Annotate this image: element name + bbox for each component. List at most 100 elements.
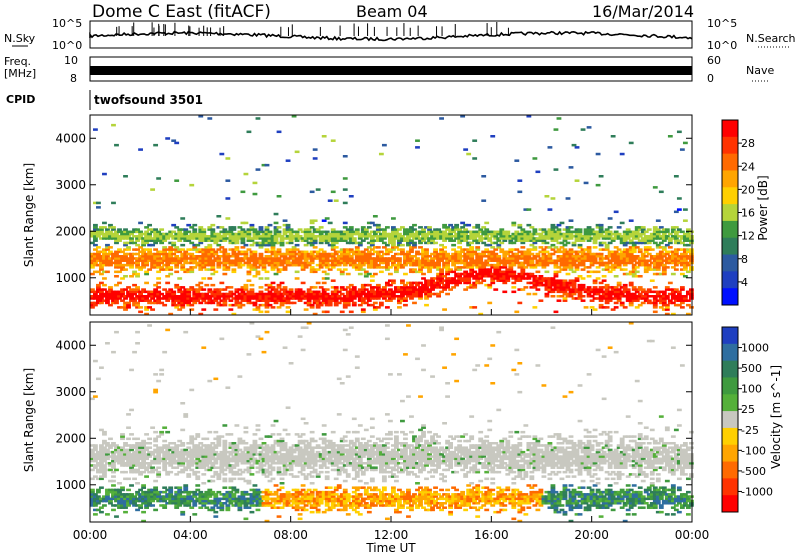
data-cell	[123, 243, 128, 247]
data-cell	[424, 281, 429, 285]
data-cell	[384, 261, 390, 265]
data-cell	[448, 230, 454, 234]
data-cell	[375, 259, 381, 262]
data-cell	[577, 246, 583, 249]
data-cell	[541, 266, 547, 269]
data-cell	[421, 228, 426, 231]
data-cell	[270, 246, 276, 249]
data-cell	[204, 248, 210, 251]
data-cell	[102, 457, 107, 461]
data-cell	[427, 232, 432, 236]
data-cell	[592, 270, 598, 274]
data-cell	[387, 299, 393, 302]
data-cell	[375, 235, 381, 238]
data-cell	[297, 257, 303, 260]
data-cell	[135, 330, 140, 334]
data-cell	[409, 235, 414, 238]
data-cell	[243, 297, 249, 300]
data-cell	[517, 261, 523, 265]
data-cell	[114, 232, 119, 236]
data-cell	[445, 266, 450, 269]
data-cell	[448, 279, 454, 282]
data-cell	[652, 263, 658, 267]
data-cell	[682, 237, 688, 240]
data-cell	[454, 281, 460, 285]
data-cell	[192, 513, 198, 516]
data-cell	[132, 495, 137, 498]
data-cell	[330, 232, 336, 236]
data-cell	[297, 259, 303, 262]
data-cell	[378, 250, 384, 254]
data-cell	[99, 232, 104, 236]
data-cell	[156, 270, 162, 274]
data-cell	[676, 208, 682, 211]
data-cell	[397, 248, 402, 251]
data-cell	[210, 259, 216, 262]
data-cell	[628, 272, 634, 276]
data-cell	[640, 255, 646, 258]
data-cell	[378, 257, 384, 260]
data-cell	[469, 232, 475, 236]
data-cell	[400, 250, 405, 254]
data-cell	[144, 502, 149, 505]
data-cell	[216, 295, 222, 298]
data-cell	[141, 259, 146, 262]
data-cell	[240, 297, 246, 300]
data-cell	[201, 448, 207, 452]
data-cell	[180, 243, 186, 247]
data-cell	[547, 259, 553, 262]
data-cell	[150, 259, 156, 262]
data-cell	[604, 306, 610, 309]
data-cell	[685, 290, 691, 294]
data-cell	[372, 246, 378, 249]
data-cell	[129, 455, 134, 458]
data-cell	[394, 286, 399, 289]
data-cell	[141, 297, 146, 300]
data-cell	[129, 502, 134, 505]
data-cell	[189, 303, 195, 307]
data-cell	[448, 232, 454, 236]
data-cell	[490, 232, 496, 236]
data-cell	[652, 228, 658, 231]
data-cell	[144, 448, 149, 452]
data-cell	[391, 263, 396, 267]
data-cell	[415, 250, 420, 254]
data-cell	[105, 455, 110, 458]
data-cell	[273, 301, 279, 305]
data-cell	[180, 453, 186, 456]
data-cell	[96, 502, 101, 505]
data-cell	[369, 295, 375, 298]
data-cell	[445, 272, 450, 276]
data-cell	[661, 301, 667, 305]
data-cell	[123, 442, 128, 445]
data-cell	[592, 235, 598, 238]
nsky-right-tick-top: 10^5	[707, 17, 737, 30]
data-cell	[246, 235, 252, 238]
data-cell	[120, 446, 125, 449]
data-cell	[553, 266, 559, 269]
data-cell	[357, 288, 363, 291]
data-cell	[174, 226, 180, 229]
data-cell	[189, 270, 195, 274]
data-cell	[318, 252, 324, 256]
data-cell	[610, 237, 616, 240]
data-cell	[550, 281, 556, 285]
data-cell	[264, 241, 270, 245]
data-cell	[180, 290, 186, 294]
data-cell	[132, 248, 137, 251]
data-cell	[276, 295, 282, 298]
data-cell	[270, 237, 276, 240]
data-cell	[195, 288, 201, 291]
data-cell	[384, 266, 390, 269]
data-cell	[177, 462, 183, 465]
data-cell	[225, 295, 231, 298]
data-cell	[225, 257, 231, 260]
data-cell	[138, 257, 143, 260]
data-cell	[412, 288, 417, 291]
data-cell	[655, 246, 661, 249]
data-cell	[409, 297, 414, 300]
data-cell	[523, 277, 529, 280]
data-cell	[484, 228, 490, 231]
data-cell	[565, 197, 571, 200]
data-cell	[523, 261, 529, 265]
